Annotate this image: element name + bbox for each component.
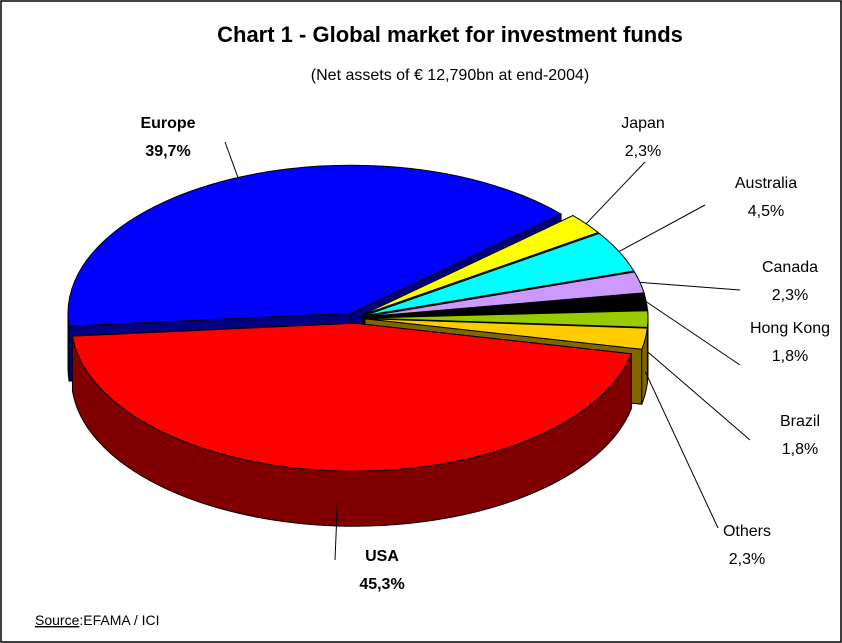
category-label: Japan bbox=[621, 115, 665, 132]
source-label: Source bbox=[35, 612, 80, 628]
value-label: 2,3% bbox=[772, 287, 808, 304]
category-label: Brazil bbox=[780, 413, 820, 430]
leader-line bbox=[639, 281, 741, 291]
leader-line bbox=[224, 141, 239, 178]
chart-subtitle: (Net assets of € 12,790bn at end-2004) bbox=[311, 67, 589, 84]
value-label: 1,8% bbox=[782, 441, 818, 458]
pie-labels: Europe 39,7% Japan 2,3% Australia 4,5% Canada 2… bbox=[140, 115, 830, 593]
chart-title: Chart 1 - Global market for investment f… bbox=[217, 22, 683, 47]
value-label: 1,8% bbox=[772, 348, 808, 365]
pie-slice bbox=[364, 310, 649, 328]
value-label: 2,3% bbox=[625, 143, 661, 160]
category-label: Australia bbox=[735, 175, 797, 192]
pie-slice bbox=[67, 164, 563, 327]
leader-line bbox=[644, 371, 719, 529]
category-label: USA bbox=[365, 548, 399, 565]
category-label: Others bbox=[723, 523, 771, 540]
pie-slice bbox=[364, 318, 648, 350]
value-label: 45,3% bbox=[359, 576, 404, 593]
category-label: Canada bbox=[762, 259, 818, 276]
value-label: 39,7% bbox=[145, 143, 190, 160]
pie-slice bbox=[364, 292, 649, 318]
leader-line bbox=[618, 204, 706, 252]
pie-tops bbox=[67, 164, 649, 472]
source-text: :EFAMA / ICI bbox=[79, 612, 159, 628]
value-label: 2,3% bbox=[729, 551, 765, 568]
pie-slice bbox=[362, 215, 600, 316]
category-label: Europe bbox=[140, 115, 195, 132]
leader-line bbox=[585, 161, 646, 225]
leader-line bbox=[646, 301, 741, 366]
leader-line bbox=[334, 503, 338, 561]
pie-slice bbox=[71, 322, 633, 472]
leader-line bbox=[647, 351, 751, 441]
source: Source:EFAMA / ICI bbox=[35, 612, 160, 628]
value-label: 4,5% bbox=[748, 203, 784, 220]
category-label: Hong Kong bbox=[750, 320, 830, 337]
